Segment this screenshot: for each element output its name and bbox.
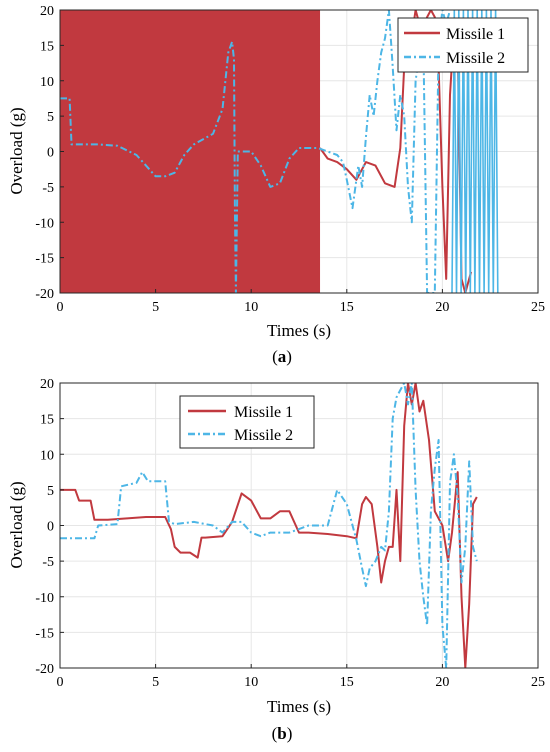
x-tick-label: 10 bbox=[244, 300, 258, 315]
x-tick-label: 5 bbox=[152, 675, 159, 690]
y-tick-label: 5 bbox=[47, 110, 54, 125]
y-tick-label: -5 bbox=[42, 181, 54, 196]
x-tick-label: 25 bbox=[531, 675, 545, 690]
caption-a: (a) bbox=[272, 347, 292, 366]
x-tick-label: 15 bbox=[340, 300, 354, 315]
series-missile-1-line bbox=[60, 383, 478, 668]
y-tick-label: 20 bbox=[40, 4, 54, 19]
caption-b: (b) bbox=[272, 724, 293, 743]
x-tick-label: 20 bbox=[435, 675, 449, 690]
y-tick-label: -5 bbox=[42, 555, 54, 570]
series-missile-2-oscillation bbox=[451, 10, 499, 293]
y-tick-label: -10 bbox=[35, 216, 54, 231]
y-tick-label: -20 bbox=[35, 287, 54, 302]
y-tick-label: -15 bbox=[35, 252, 54, 267]
legend-label-missile-1: Missile 1 bbox=[446, 26, 505, 43]
axis-ticks: 0 5 10 15 20 25 -20 -15 -10 -5 0 5 10 15 20 bbox=[35, 377, 545, 690]
y-tick-label: -10 bbox=[35, 591, 54, 606]
legend-box bbox=[179, 395, 315, 449]
x-tick-label: 10 bbox=[244, 675, 258, 690]
y-tick-label: -20 bbox=[35, 662, 54, 677]
y-tick-label: 15 bbox=[40, 413, 54, 428]
axis-ticks: 0 5 10 15 20 25 -20 -15 -10 -5 0 5 10 15 20 bbox=[35, 4, 545, 315]
series-missile-2-line bbox=[60, 383, 478, 668]
y-tick-label: -15 bbox=[35, 626, 54, 641]
y-tick-label: 20 bbox=[40, 377, 54, 392]
y-axis-label: Overload (g) bbox=[7, 107, 26, 194]
x-tick-label: 5 bbox=[152, 300, 159, 315]
legend-label-missile-2: Missile 2 bbox=[446, 50, 505, 67]
x-tick-label: 20 bbox=[435, 300, 449, 315]
y-tick-label: 15 bbox=[40, 39, 54, 54]
x-tick-label: 25 bbox=[531, 300, 545, 315]
data-lines bbox=[60, 383, 478, 668]
x-tick-label: 15 bbox=[340, 675, 354, 690]
y-tick-label: 10 bbox=[40, 448, 54, 463]
legend-box bbox=[397, 17, 529, 73]
y-tick-label: 0 bbox=[47, 520, 54, 535]
y-tick-label: 5 bbox=[47, 484, 54, 499]
legend-label-missile-2: Missile 2 bbox=[234, 427, 293, 444]
x-axis-label: Times (s) bbox=[267, 321, 331, 340]
x-tick-label: 0 bbox=[57, 675, 64, 690]
x-tick-label: 0 bbox=[57, 300, 64, 315]
y-axis-label: Overload (g) bbox=[7, 481, 26, 568]
series-missile-1-oscillation bbox=[60, 10, 321, 293]
legend: Missile 1 Missile 2 bbox=[179, 395, 315, 449]
y-tick-label: 0 bbox=[47, 146, 54, 161]
series-missile-2-line bbox=[60, 10, 451, 293]
y-tick-label: 10 bbox=[40, 75, 54, 90]
legend-label-missile-1: Missile 1 bbox=[234, 404, 293, 421]
legend: Missile 1 Missile 2 bbox=[397, 17, 529, 73]
x-axis-label: Times (s) bbox=[267, 697, 331, 716]
